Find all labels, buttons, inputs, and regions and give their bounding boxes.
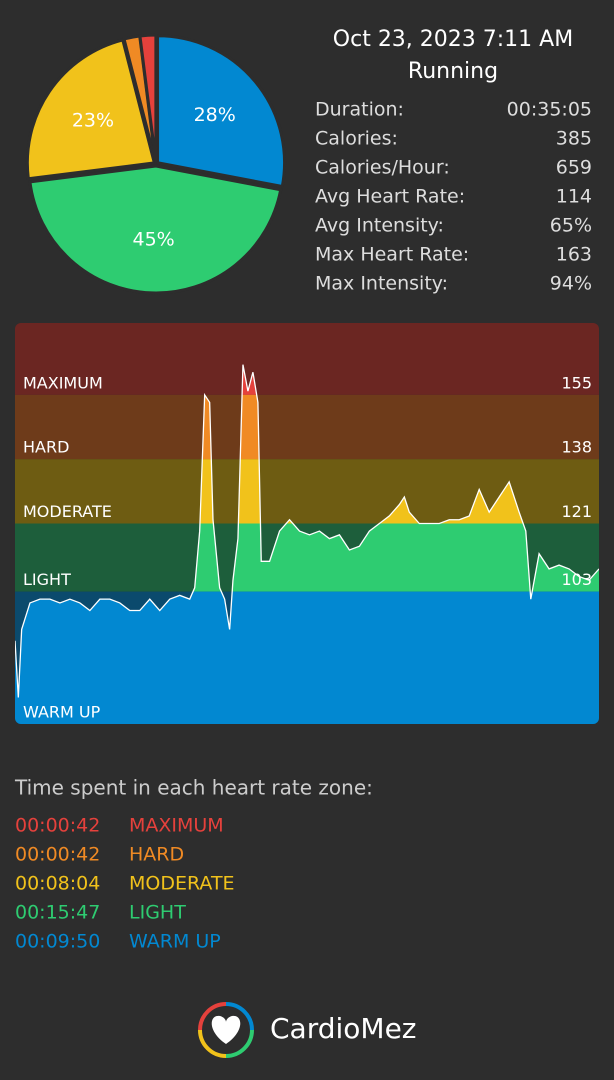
activity: Running	[408, 59, 498, 84]
stat-label: Duration:	[315, 99, 404, 121]
zone-label: WARM UP	[23, 703, 101, 722]
stat-value: 114	[556, 186, 592, 208]
zone-fill	[15, 591, 599, 724]
stat-value: 385	[556, 128, 592, 150]
zone-label: HARD	[23, 438, 69, 457]
zone-label: MAXIMUM	[23, 373, 103, 392]
stat-label: Avg Heart Rate:	[315, 186, 465, 208]
zone-time: 00:00:42	[15, 844, 100, 866]
pie-slice	[138, 33, 158, 163]
heart-rate-line	[15, 364, 599, 698]
stat-label: Calories:	[315, 128, 398, 150]
zone-name: MAXIMUM	[129, 815, 224, 837]
y-tick-label: 155	[561, 373, 592, 392]
brand-name: CardioMez	[270, 1012, 417, 1045]
date: Oct 23, 2023 7:11 AM	[333, 27, 573, 52]
zone-name: HARD	[129, 844, 184, 866]
zone-times-title: Time spent in each heart rate zone:	[14, 776, 373, 800]
zone-time: 00:08:04	[15, 873, 100, 895]
stat-label: Max Intensity:	[315, 273, 448, 295]
zone-name: WARM UP	[129, 931, 221, 953]
slice-label: 23%	[72, 110, 114, 132]
stat-value: 94%	[550, 273, 592, 295]
zone-band	[15, 394, 599, 460]
hr-chart: 103 121 138 155 MAXIMUM HARD MODERATE LIGHT WARM…	[15, 323, 599, 724]
y-tick-label: 103	[561, 570, 592, 589]
brand-logo	[198, 1002, 254, 1058]
slice-label: 28%	[194, 104, 236, 126]
stat-label: Avg Intensity:	[315, 215, 444, 237]
slice-label: 45%	[132, 229, 174, 251]
zone-name: MODERATE	[129, 873, 235, 895]
zone-name: LIGHT	[129, 902, 186, 924]
y-tick-label: 121	[561, 502, 592, 521]
zone-time: 00:15:47	[15, 902, 100, 924]
stat-label: Calories/Hour:	[315, 157, 450, 179]
stat-value: 659	[556, 157, 592, 179]
y-tick-label: 138	[561, 438, 592, 457]
zone-band	[15, 323, 599, 395]
pie-slice	[156, 34, 286, 189]
zone-label: MODERATE	[23, 502, 112, 521]
zone-time: 00:09:50	[15, 931, 100, 953]
zone-time: 00:00:42	[15, 815, 100, 837]
zone-label: LIGHT	[23, 570, 71, 589]
stat-value: 163	[556, 244, 592, 266]
pie-slice	[25, 38, 157, 181]
stat-value: 00:35:05	[507, 99, 592, 121]
pie-slice	[28, 164, 283, 295]
stat-value: 65%	[550, 215, 592, 237]
stat-label: Max Heart Rate:	[315, 244, 469, 266]
